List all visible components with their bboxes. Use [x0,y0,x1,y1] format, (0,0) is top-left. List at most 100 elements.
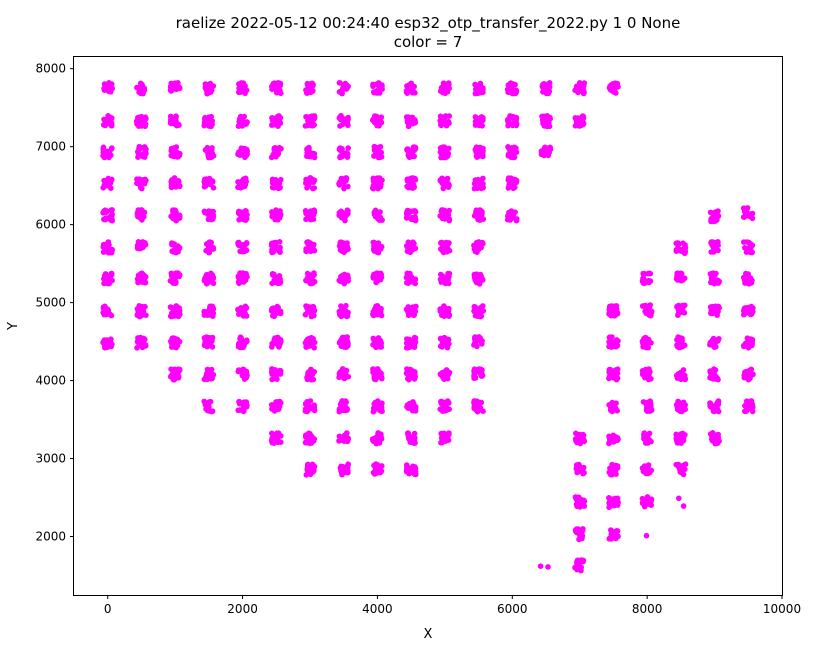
data-point [236,149,242,155]
data-point [446,216,453,223]
data-point [707,404,714,410]
data-point [410,182,417,188]
data-point [472,81,479,88]
data-point [311,464,317,471]
y-tick-label: 7000 [35,140,66,154]
point-cluster [201,398,216,415]
point-cluster [539,113,553,130]
data-point [510,185,517,192]
data-point [204,272,210,279]
data-point [343,84,350,90]
data-point [539,113,545,120]
data-point [235,273,242,280]
point-cluster [337,461,352,478]
point-cluster [471,366,486,382]
data-point [168,278,175,285]
point-cluster [403,334,419,351]
data-point [439,309,446,315]
point-cluster [606,495,621,511]
data-point [639,495,646,502]
data-point [641,463,648,469]
data-point [643,440,649,446]
data-point [441,303,447,309]
point-cluster [741,335,756,351]
data-point [438,239,445,246]
data-point [641,276,647,283]
data-point [572,123,579,129]
data-point [403,462,410,468]
point-cluster [134,80,148,97]
data-point [477,335,484,341]
data-point [101,182,108,188]
point-cluster [269,176,284,192]
point-cluster [673,270,688,284]
point-cluster [269,271,284,287]
data-point [278,439,284,446]
point-cluster [606,432,621,447]
point-cluster [100,207,115,224]
data-point [411,430,418,437]
data-point [579,526,586,532]
data-point [579,121,586,128]
data-point [174,305,181,311]
data-point [172,375,179,382]
point-cluster [573,461,587,477]
data-point [408,80,415,87]
data-point [675,240,681,246]
data-point [578,531,585,537]
data-point [472,118,479,125]
data-point [340,398,346,405]
data-point [237,248,243,255]
data-point [207,399,213,405]
data-point [412,245,419,252]
data-point [409,120,416,127]
point-cluster [673,240,689,256]
data-point [581,503,588,509]
data-point [513,115,520,121]
data-point [440,207,446,213]
point-cluster [639,270,654,287]
data-point [438,150,445,157]
data-point [614,342,621,349]
point-cluster [269,207,284,223]
point-cluster [539,80,553,97]
data-point [744,239,750,245]
data-point [309,113,315,119]
data-point [370,366,376,372]
point-cluster [403,462,419,478]
data-point [682,461,689,468]
data-point [614,80,621,87]
data-point [339,306,345,313]
point-cluster [135,143,149,160]
data-point [707,431,714,437]
data-point [175,313,182,320]
data-point [108,336,114,343]
point-cluster [606,334,621,350]
data-point [680,503,687,509]
data-point [611,313,618,319]
data-point [405,123,412,130]
data-point [208,366,215,373]
point-cluster [673,461,689,478]
data-point [445,118,452,125]
point-cluster [640,398,655,415]
data-point [307,280,314,287]
data-point [446,274,452,280]
point-cluster [134,239,149,252]
data-point [505,144,511,150]
data-point [371,143,378,150]
data-point [370,436,376,442]
data-point [140,151,147,157]
y-tick-label: 5000 [35,296,66,310]
data-point [274,406,281,413]
data-point [204,343,210,350]
data-point [308,377,315,383]
point-cluster [100,336,115,351]
data-point [440,341,447,347]
data-point [546,123,553,130]
point-cluster [403,303,419,319]
data-point [744,274,750,280]
data-point [307,342,314,348]
data-point [674,276,681,282]
point-cluster [471,271,486,287]
